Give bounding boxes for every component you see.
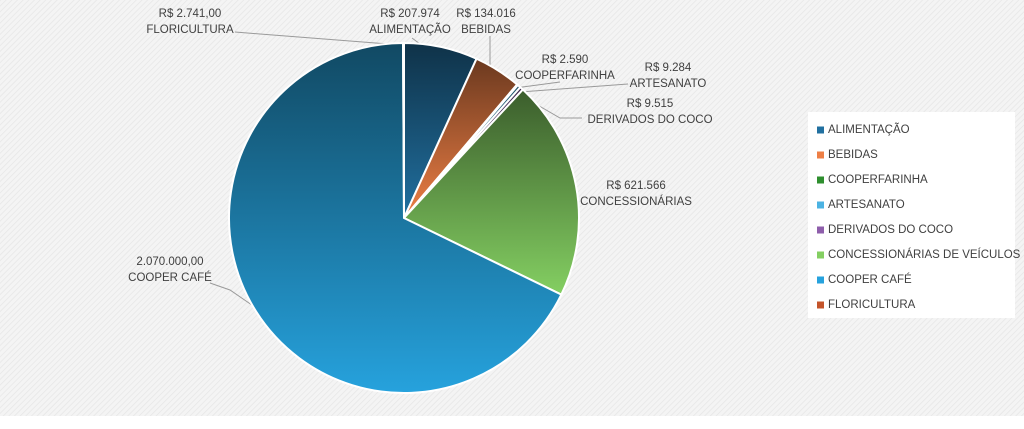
legend-swatch — [817, 126, 824, 134]
legend-label: BEBIDAS — [828, 149, 878, 161]
legend-swatch — [817, 176, 824, 184]
legend-swatch — [817, 226, 824, 234]
legend-label: DERIVADOS DO COCO — [828, 224, 953, 236]
pie-slice — [228, 41, 563, 394]
legend-swatch — [817, 301, 824, 309]
data-label-value: R$ 134.016 — [456, 8, 515, 20]
data-label-name: COOPERFARINHA — [515, 70, 615, 82]
data-label-name: ALIMENTAÇÃO — [369, 23, 451, 36]
data-label-value: R$ 2.741,00 — [159, 8, 222, 20]
data-label-name: COOPER CAFÉ — [128, 271, 212, 284]
pie-slice — [402, 88, 580, 296]
data-label-value: R$ 207.974 — [380, 8, 440, 20]
legend-label: ALIMENTAÇÃO — [828, 123, 910, 136]
data-label-name: CONCESSIONÁRIAS — [580, 195, 692, 208]
data-label-value: R$ 2.590 — [542, 54, 589, 66]
legend-swatch — [817, 151, 824, 159]
data-label-value: R$ 9.284 — [645, 62, 692, 74]
data-label-value: R$ 9.515 — [627, 98, 674, 110]
data-label-value: R$ 621.566 — [606, 180, 665, 192]
legend-label: FLORICULTURA — [828, 299, 916, 311]
legend-label: ARTESANATO — [828, 199, 905, 211]
legend-label: COOPER CAFÉ — [828, 273, 912, 286]
data-label-name: BEBIDAS — [461, 24, 511, 36]
data-label-name: ARTESANATO — [630, 78, 707, 90]
data-label-name: DERIVADOS DO COCO — [587, 114, 712, 126]
legend-label: COOPERFARINHA — [828, 174, 928, 186]
data-label-name: FLORICULTURA — [146, 24, 234, 36]
legend-swatch — [817, 201, 824, 209]
leader-line — [514, 81, 561, 89]
pie-slice — [402, 41, 405, 219]
leader-line — [519, 83, 629, 93]
data-label-value: 2.070.000,00 — [136, 256, 203, 268]
legend-swatch — [817, 276, 824, 284]
legend-label: CONCESSIONÁRIAS DE VEÍCULOS — [828, 248, 1021, 261]
leader-line — [234, 31, 403, 46]
legend-box — [808, 112, 1015, 318]
legend-swatch — [817, 251, 824, 259]
